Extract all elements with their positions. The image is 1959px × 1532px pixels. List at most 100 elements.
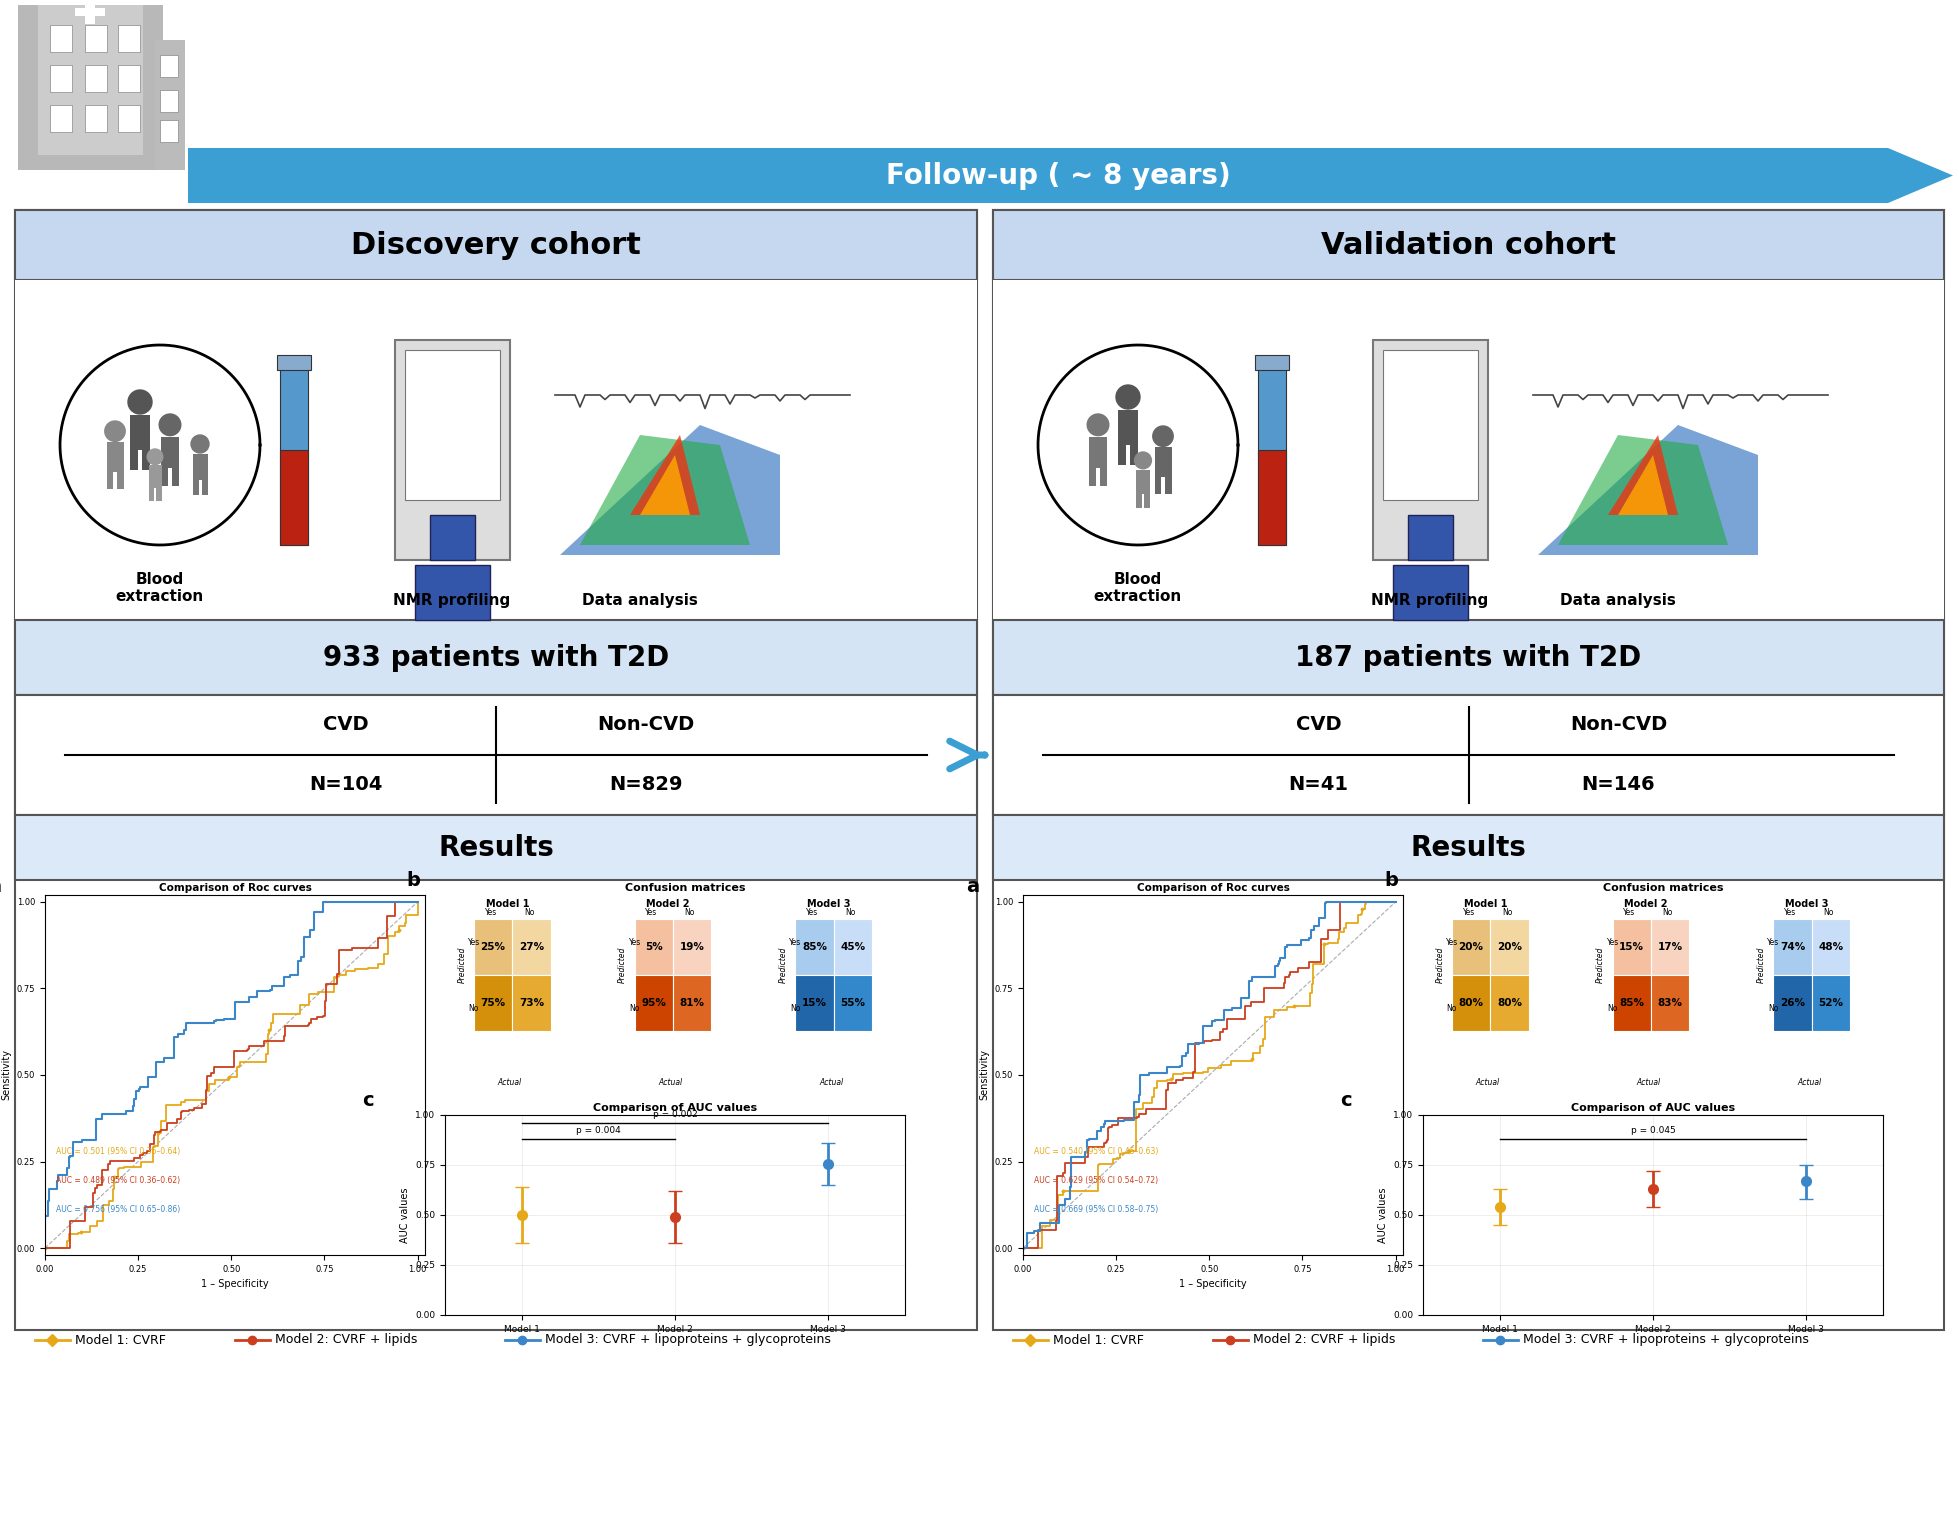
Bar [118,472,123,489]
Bar [1491,974,1528,1031]
Text: c: c [362,1091,374,1111]
Bar [1256,355,1289,371]
Text: N=829: N=829 [609,775,684,795]
Bar [280,365,308,545]
Bar [993,280,1943,620]
Text: Yes: Yes [484,908,498,918]
Text: No: No [1663,908,1673,918]
Text: 5%: 5% [645,942,662,951]
Bar [1393,565,1467,620]
Text: 48%: 48% [1818,942,1843,951]
Circle shape [1152,426,1173,446]
Text: No: No [684,908,695,918]
Text: N=41: N=41 [1289,775,1348,795]
Bar [1166,476,1171,493]
Bar [16,210,978,280]
Bar [74,8,106,15]
Bar [1099,467,1107,486]
Title: Comparison of AUC values: Comparison of AUC values [594,1103,756,1112]
Bar [1258,365,1285,545]
Text: 19%: 19% [680,942,705,951]
Bar [16,815,978,879]
Polygon shape [1538,424,1757,555]
Polygon shape [1608,435,1679,515]
Text: a: a [966,876,980,896]
Bar [1491,919,1528,974]
Bar [1409,515,1454,561]
Text: AUC = 0.489 (95% CI 0.36–0.62): AUC = 0.489 (95% CI 0.36–0.62) [57,1177,180,1184]
Bar [161,55,178,77]
Text: CVD: CVD [1295,715,1342,734]
Text: 85%: 85% [801,942,827,951]
Bar [1651,919,1689,974]
Text: NMR profiling: NMR profiling [1371,593,1489,608]
Text: 83%: 83% [1657,997,1683,1008]
Bar [16,620,978,696]
Text: No: No [1824,908,1834,918]
Bar [84,25,108,52]
X-axis label: 1 – Specificity: 1 – Specificity [1179,1279,1246,1290]
Text: No: No [1446,1003,1457,1013]
Text: Predicted: Predicted [1757,947,1765,984]
Text: Non-CVD: Non-CVD [1569,715,1667,734]
Text: 187 patients with T2D: 187 patients with T2D [1295,643,1642,671]
Text: 20%: 20% [1459,942,1483,951]
Text: Actual: Actual [819,1079,844,1088]
Text: Model 3: CVRF + lipoproteins + glycoproteins: Model 3: CVRF + lipoproteins + glycoprot… [545,1333,831,1347]
Bar [280,450,308,545]
Bar [16,280,978,620]
Text: Predicted: Predicted [780,947,788,984]
Text: 15%: 15% [801,997,827,1008]
Text: No: No [1769,1003,1779,1013]
Text: Data analysis: Data analysis [582,593,697,608]
Bar [511,974,550,1031]
Bar [16,210,978,1330]
Text: Non-CVD: Non-CVD [597,715,695,734]
Text: Follow-up ( ~ 8 years): Follow-up ( ~ 8 years) [885,162,1230,190]
Text: Model 1: CVRF: Model 1: CVRF [74,1333,167,1347]
Text: 26%: 26% [1781,997,1804,1008]
Text: Results: Results [1410,833,1526,861]
Text: No: No [846,908,856,918]
Bar [129,450,137,470]
Text: No: No [468,1003,480,1013]
Bar [84,106,108,132]
Text: AUC = 0.540 (95% CI 0.45–0.63): AUC = 0.540 (95% CI 0.45–0.63) [1034,1147,1160,1157]
Polygon shape [631,435,699,515]
Bar [106,443,123,472]
Bar [141,450,151,470]
Bar [1154,447,1171,476]
Bar [161,90,178,112]
Text: 75%: 75% [480,997,505,1008]
Text: Yes: Yes [1446,938,1457,947]
Text: Model 3: Model 3 [1785,899,1830,908]
Bar [1452,974,1491,1031]
Text: p = 0.004: p = 0.004 [576,1126,621,1135]
Bar [51,25,72,52]
Bar [635,974,674,1031]
Text: AUC = 0.669 (95% CI 0.58–0.75): AUC = 0.669 (95% CI 0.58–0.75) [1034,1204,1158,1213]
Bar [1136,493,1142,509]
Text: Yes: Yes [1606,938,1618,947]
Text: Yes: Yes [1463,908,1475,918]
Text: Model 1: Model 1 [1463,899,1506,908]
Bar [429,515,474,561]
Bar [1651,974,1689,1031]
Text: 20%: 20% [1497,942,1522,951]
Circle shape [147,449,163,464]
Bar [192,480,198,495]
Bar [1119,444,1126,466]
Text: Model 2: CVRF + lipids: Model 2: CVRF + lipids [1254,1333,1395,1347]
Bar [1773,974,1812,1031]
Y-axis label: AUC values: AUC values [400,1187,409,1242]
Text: 80%: 80% [1459,997,1483,1008]
Text: Yes: Yes [645,908,658,918]
Text: Yes: Yes [1785,908,1796,918]
Text: Yes: Yes [629,938,641,947]
Bar [161,467,168,486]
Text: 74%: 74% [1781,942,1806,951]
Text: 73%: 73% [519,997,545,1008]
Bar [635,919,674,974]
Bar [415,565,490,620]
Bar [1812,974,1849,1031]
